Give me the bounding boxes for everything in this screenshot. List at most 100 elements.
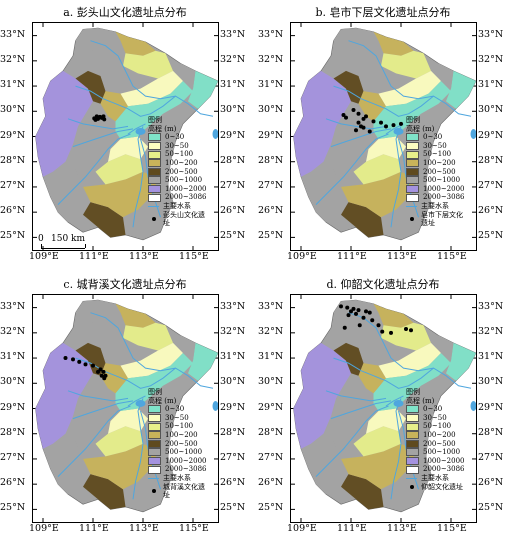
elevation-zone-1000-2000 bbox=[35, 342, 93, 449]
site-point bbox=[379, 120, 383, 125]
latitude-label-right: 27°N bbox=[478, 179, 504, 191]
legend-swatch bbox=[406, 176, 419, 185]
legend-item: 2000~3086 bbox=[148, 465, 218, 474]
river-line bbox=[72, 128, 134, 148]
latitude-label: 26°N bbox=[258, 205, 284, 217]
latitude-label-right: 28°N bbox=[478, 426, 504, 438]
elevation-zone-0-30 bbox=[115, 353, 193, 411]
site-point bbox=[380, 329, 385, 334]
legend-swatch bbox=[148, 414, 161, 423]
legend-label: 30~50 bbox=[165, 413, 189, 422]
latitude-label: 31°N bbox=[258, 79, 284, 91]
river-line bbox=[315, 405, 389, 477]
site-point bbox=[359, 124, 363, 129]
site-point bbox=[364, 309, 368, 314]
map-panel: c. 城背溪文化遗址点分布109°E109°E111°E111°E113°E11… bbox=[0, 276, 250, 544]
elevation-zone-50-100 bbox=[123, 322, 173, 351]
site-symbol bbox=[152, 489, 156, 494]
legend-title: 图例 bbox=[148, 388, 162, 396]
legend-item: 0~30 bbox=[148, 133, 218, 142]
legend-item-site: 仰韶文化遗址 bbox=[406, 483, 476, 492]
legend-subtitle: 高程 (m) bbox=[406, 124, 435, 133]
legend-subtitle: 高程 (m) bbox=[148, 396, 177, 405]
panel-title: b. 皂市下层文化遗址点分布 bbox=[315, 6, 451, 19]
latitude-label: 28°N bbox=[0, 426, 26, 438]
site-point bbox=[71, 357, 75, 362]
legend-swatch bbox=[148, 185, 161, 194]
river-symbol bbox=[148, 477, 159, 479]
site-point bbox=[93, 117, 98, 122]
legend-item: 100~200 bbox=[406, 159, 476, 168]
legend-swatch bbox=[406, 457, 419, 466]
legend-label: 30~50 bbox=[423, 141, 447, 150]
latitude-label-right: 28°N bbox=[220, 154, 246, 166]
legend-item: 50~100 bbox=[148, 150, 218, 159]
elevation-zone-0-30 bbox=[446, 342, 476, 381]
legend-label: 100~200 bbox=[423, 430, 456, 439]
latitude-label-right: 32°N bbox=[478, 325, 504, 337]
latitude-label: 26°N bbox=[0, 205, 26, 217]
river-line bbox=[333, 85, 472, 117]
latitude-label-right: 28°N bbox=[478, 154, 504, 166]
site-point bbox=[101, 114, 106, 119]
legend-item: 50~100 bbox=[406, 422, 476, 431]
elevation-map bbox=[291, 23, 476, 250]
legend-swatch bbox=[406, 133, 419, 142]
panel-title: c. 城背溪文化遗址点分布 bbox=[63, 278, 187, 291]
river-symbol bbox=[406, 205, 417, 207]
map-panel: d. 仰韶文化遗址点分布109°E109°E111°E111°E113°E113… bbox=[258, 276, 508, 544]
site-point bbox=[356, 120, 361, 125]
site-point bbox=[367, 129, 372, 134]
map-legend: 图例 高程 (m) 0~30 30~50 50~100 100~200 200~500 500… bbox=[148, 388, 218, 500]
legend-swatch bbox=[406, 439, 419, 448]
latitude-label: 25°N bbox=[0, 230, 26, 242]
legend-swatch bbox=[406, 414, 419, 423]
map-frame bbox=[290, 22, 477, 251]
latitude-label-right: 29°N bbox=[478, 129, 504, 141]
legend-label: 50~100 bbox=[165, 150, 194, 159]
latitude-label-right: 27°N bbox=[220, 451, 246, 463]
legend-item: 50~100 bbox=[406, 150, 476, 159]
latitude-label-right: 31°N bbox=[478, 79, 504, 91]
latitude-label: 25°N bbox=[0, 502, 26, 514]
elevation-map bbox=[33, 295, 218, 522]
map-panel: a. 彭头山文化遗址点分布109°E109°E111°E111°E113°E11… bbox=[0, 4, 250, 272]
longitude-label: 111°E bbox=[79, 251, 109, 262]
elevation-zone-30-50 bbox=[366, 136, 406, 162]
latitude-label: 33°N bbox=[258, 300, 284, 312]
legend-swatch bbox=[148, 193, 161, 202]
legend-label: 200~500 bbox=[165, 439, 198, 448]
elevation-zone-200-500 bbox=[83, 474, 126, 510]
legend-item-site: 彭头山文化遗址 bbox=[148, 211, 218, 228]
river-symbol bbox=[148, 205, 159, 207]
latitude-label: 29°N bbox=[258, 129, 284, 141]
legend-item: 100~200 bbox=[148, 431, 218, 440]
elevation-zone-200-500 bbox=[341, 202, 384, 238]
legend-item: 1000~2000 bbox=[406, 185, 476, 194]
latitude-label: 25°N bbox=[258, 502, 284, 514]
latitude-label: 31°N bbox=[0, 79, 26, 91]
site-point bbox=[342, 325, 347, 330]
longitude-label: 115°E bbox=[179, 251, 209, 262]
legend-swatch bbox=[406, 185, 419, 194]
legend-item: 200~500 bbox=[148, 168, 218, 177]
latitude-label-right: 30°N bbox=[220, 376, 246, 388]
legend-swatch bbox=[148, 439, 161, 448]
site-point bbox=[83, 362, 88, 367]
legend-swatch bbox=[406, 150, 419, 159]
legend-label: 1000~2000 bbox=[165, 184, 207, 193]
elevation-zone-100-200 bbox=[358, 91, 386, 122]
legend-swatch bbox=[148, 176, 161, 185]
elevation-zone-100-200 bbox=[373, 303, 414, 328]
map-frame bbox=[32, 294, 219, 523]
legend-label: 主要水系 bbox=[163, 201, 191, 210]
legend-label: 50~100 bbox=[165, 422, 194, 431]
legend-swatch bbox=[406, 465, 419, 474]
elevation-zone-100-200 bbox=[115, 303, 156, 328]
elevation-zone-100-200 bbox=[115, 31, 156, 56]
elevation-zone-100-200 bbox=[100, 363, 128, 394]
latitude-label: 33°N bbox=[0, 28, 26, 40]
river-line bbox=[348, 40, 434, 100]
site-point bbox=[102, 117, 107, 122]
elevation-zone-50-100 bbox=[353, 426, 401, 457]
